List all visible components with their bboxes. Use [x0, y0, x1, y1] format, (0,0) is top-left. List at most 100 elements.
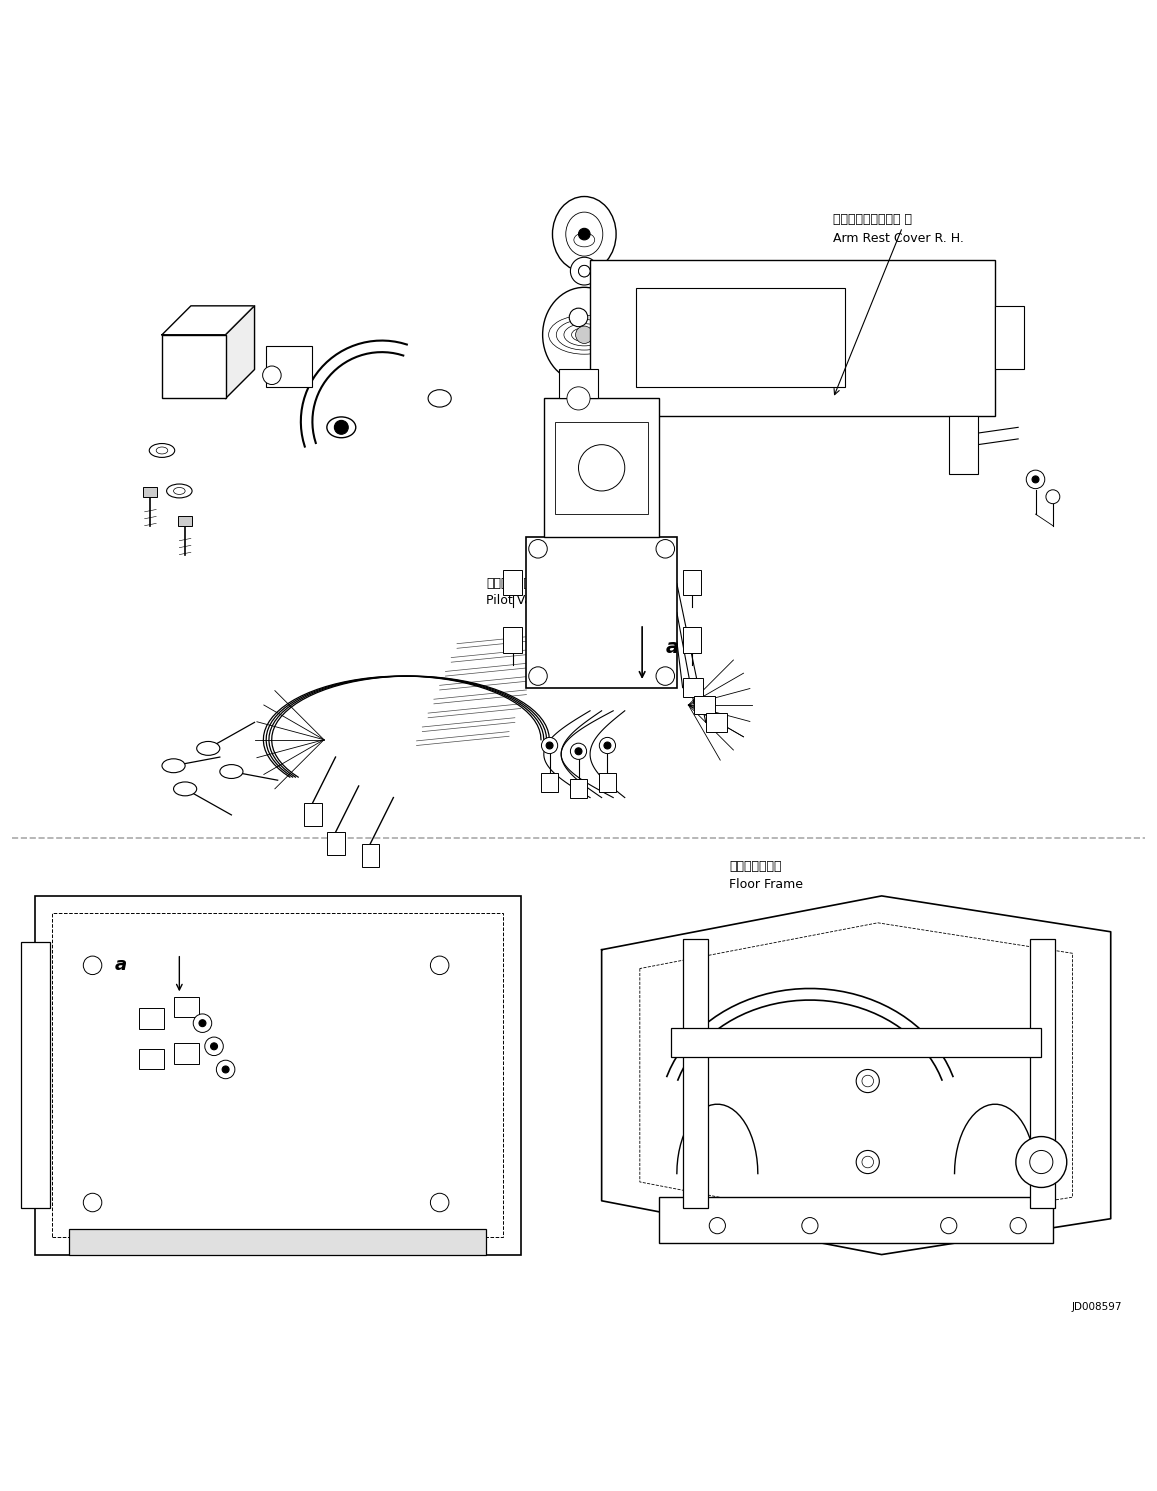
Circle shape	[222, 1066, 229, 1074]
Text: Floor Frame: Floor Frame	[729, 878, 803, 890]
Circle shape	[334, 420, 348, 434]
Ellipse shape	[220, 765, 243, 778]
Bar	[178, 516, 192, 526]
Bar	[162, 335, 226, 398]
Ellipse shape	[576, 327, 592, 343]
Circle shape	[529, 666, 547, 686]
Bar	[526, 537, 677, 687]
Circle shape	[1026, 470, 1045, 489]
Bar	[266, 346, 312, 386]
Circle shape	[1010, 1218, 1026, 1233]
Ellipse shape	[428, 389, 451, 407]
Circle shape	[599, 738, 616, 753]
Circle shape	[541, 738, 558, 753]
Bar	[706, 713, 727, 732]
Text: JD008597: JD008597	[1071, 1302, 1122, 1312]
Ellipse shape	[553, 197, 616, 271]
Bar	[694, 696, 715, 714]
Ellipse shape	[167, 485, 192, 498]
Circle shape	[862, 1156, 874, 1167]
Circle shape	[578, 228, 590, 240]
Bar	[683, 570, 701, 595]
Bar	[683, 628, 701, 653]
Bar	[139, 1048, 164, 1069]
Circle shape	[604, 743, 611, 748]
Circle shape	[575, 748, 582, 754]
Bar	[139, 1008, 164, 1029]
Circle shape	[205, 1038, 223, 1056]
Bar	[570, 780, 587, 798]
Circle shape	[570, 743, 587, 759]
Bar	[541, 774, 558, 792]
Circle shape	[570, 258, 598, 285]
Circle shape	[569, 309, 588, 327]
Circle shape	[1016, 1136, 1067, 1187]
Ellipse shape	[174, 781, 197, 796]
Circle shape	[709, 1218, 725, 1233]
Circle shape	[430, 956, 449, 975]
Text: a: a	[665, 638, 678, 656]
Ellipse shape	[197, 741, 220, 756]
Text: フロアフレーム: フロアフレーム	[729, 860, 781, 874]
Bar	[304, 804, 322, 826]
Circle shape	[578, 265, 590, 277]
Circle shape	[199, 1020, 206, 1027]
Circle shape	[856, 1151, 879, 1173]
Bar	[327, 832, 345, 856]
Bar	[143, 488, 157, 497]
Circle shape	[263, 365, 281, 385]
Bar	[599, 774, 616, 792]
Bar	[21, 942, 50, 1208]
Bar	[995, 306, 1024, 370]
Circle shape	[1030, 1151, 1053, 1173]
Ellipse shape	[557, 319, 612, 350]
Polygon shape	[602, 896, 1111, 1254]
Circle shape	[430, 1193, 449, 1212]
Circle shape	[546, 743, 553, 748]
Circle shape	[211, 1042, 218, 1050]
Bar	[503, 570, 522, 595]
Bar	[174, 1042, 199, 1063]
Circle shape	[216, 1060, 235, 1078]
Bar	[683, 939, 708, 1208]
Circle shape	[83, 1193, 102, 1212]
Circle shape	[1046, 491, 1060, 504]
Circle shape	[578, 265, 590, 277]
Polygon shape	[226, 306, 255, 398]
Bar	[174, 996, 199, 1017]
Ellipse shape	[563, 324, 605, 346]
Circle shape	[193, 1014, 212, 1032]
Circle shape	[1032, 476, 1039, 483]
Bar	[683, 678, 703, 696]
Ellipse shape	[327, 417, 356, 438]
Bar	[52, 914, 503, 1238]
Bar	[544, 398, 659, 537]
Text: Arm Rest Cover R. H.: Arm Rest Cover R. H.	[833, 233, 964, 245]
Circle shape	[578, 444, 625, 491]
Polygon shape	[162, 306, 255, 335]
Text: アームレストカバー 右: アームレストカバー 右	[833, 213, 912, 225]
Ellipse shape	[156, 447, 168, 453]
Bar	[659, 1197, 1053, 1243]
Ellipse shape	[566, 212, 603, 256]
Bar	[559, 370, 598, 398]
Circle shape	[802, 1218, 818, 1233]
Bar	[503, 628, 522, 653]
Text: パイロットバルブ: パイロットバルブ	[486, 577, 546, 590]
Ellipse shape	[548, 315, 620, 355]
Ellipse shape	[543, 288, 626, 382]
Circle shape	[862, 1075, 874, 1087]
Bar	[636, 288, 845, 386]
Ellipse shape	[574, 233, 595, 248]
Ellipse shape	[149, 443, 175, 458]
Ellipse shape	[174, 488, 185, 495]
Bar	[590, 259, 995, 416]
Text: a: a	[116, 956, 127, 974]
Bar	[69, 1229, 486, 1254]
Circle shape	[856, 1069, 879, 1093]
Bar	[949, 416, 978, 474]
Circle shape	[656, 666, 675, 686]
Bar	[362, 844, 379, 866]
Text: Pilot Valve: Pilot Valve	[486, 595, 551, 607]
Circle shape	[567, 386, 590, 410]
